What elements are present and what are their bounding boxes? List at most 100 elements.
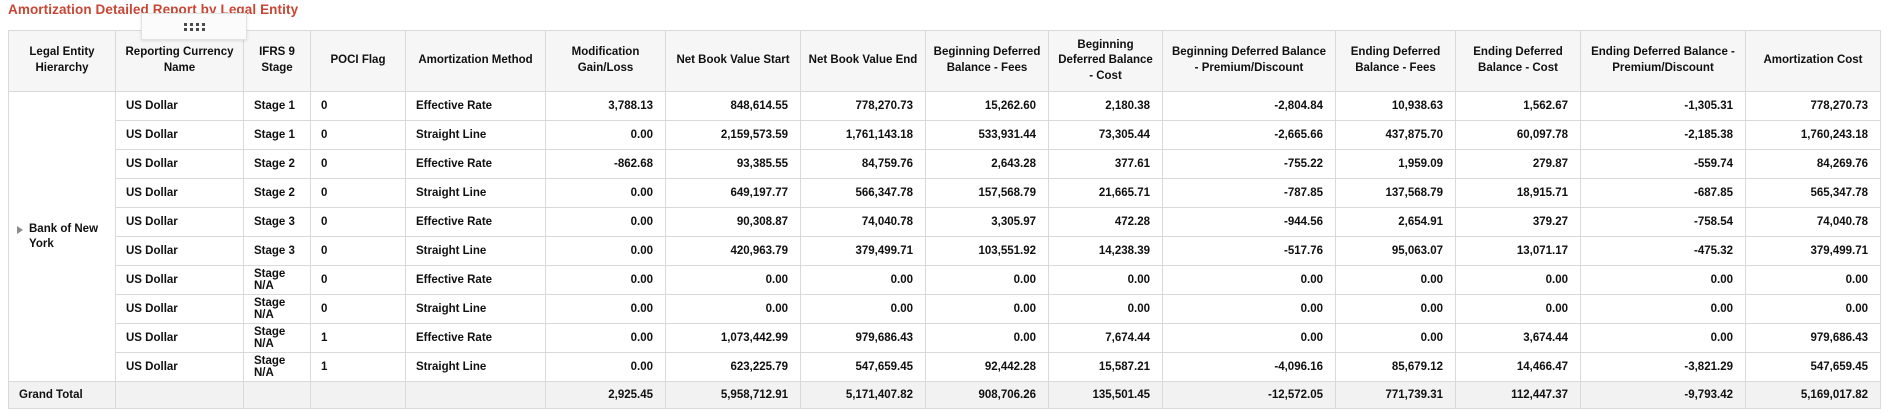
table-cell: 1,959.09 [1335, 149, 1456, 179]
table-cell: 60,097.78 [1455, 120, 1581, 150]
grand-total-value: 2,925.45 [545, 381, 666, 409]
grip-dots-icon [183, 22, 205, 31]
table-cell: 0.00 [1162, 294, 1336, 324]
table-cell: 93,385.55 [665, 149, 801, 179]
column-header-legal-entity-hierarchy[interactable]: Legal Entity Hierarchy [8, 30, 116, 92]
column-header-amortization-method[interactable]: Amortization Method [405, 30, 546, 92]
table-cell: 0.00 [1162, 323, 1336, 353]
table-cell: Stage 1 [243, 91, 311, 121]
table-cell: Effective Rate [405, 149, 546, 179]
drag-handle[interactable] [141, 13, 247, 40]
grand-total-value: 771,739.31 [1335, 381, 1456, 409]
table-row: US Dollar Stage 2 0 Effective Rate -862.68 93… [9, 149, 1881, 179]
table-cell: 778,270.73 [800, 91, 926, 121]
column-header-net-book-value-start[interactable]: Net Book Value Start [665, 30, 801, 92]
column-header-ending-deferred-balance-fees[interactable]: Ending Deferred Balance - Fees [1335, 30, 1456, 92]
table-cell: 472.28 [1048, 207, 1163, 237]
table-cell: 0 [310, 265, 406, 295]
table-cell: 0.00 [1335, 323, 1456, 353]
table-cell: 95,063.07 [1335, 236, 1456, 266]
table-cell: 2,643.28 [925, 149, 1049, 179]
table-cell: US Dollar [115, 323, 244, 353]
table-cell: 74,040.78 [1745, 207, 1881, 237]
column-header-beginning-deferred-balance-cost[interactable]: Beginning Deferred Balance - Cost [1048, 30, 1163, 92]
table-cell: 90,308.87 [665, 207, 801, 237]
table-cell: 420,963.79 [665, 236, 801, 266]
table-cell: 1 [310, 352, 406, 382]
table-row: US Dollar Stage 3 0 Straight Line 0.00 420,96… [9, 236, 1881, 266]
table-cell: -2,185.38 [1580, 120, 1746, 150]
table-cell: 0.00 [1580, 323, 1746, 353]
table-cell: 0.00 [800, 265, 926, 295]
table-cell: US Dollar [115, 149, 244, 179]
table-cell: -687.85 [1580, 178, 1746, 208]
grand-total-value: -12,572.05 [1162, 381, 1336, 409]
table-cell: 2,654.91 [1335, 207, 1456, 237]
table-cell: 14,238.39 [1048, 236, 1163, 266]
table-cell: 0.00 [1048, 265, 1163, 295]
grand-total-value: 5,958,712.91 [665, 381, 801, 409]
table-cell: Stage N/A [243, 265, 311, 295]
table-cell: -755.22 [1162, 149, 1336, 179]
table-cell [405, 381, 546, 409]
expand-arrow-icon[interactable] [17, 225, 23, 234]
table-cell: Stage N/A [243, 352, 311, 382]
column-header-beginning-deferred-balance-premium-discount[interactable]: Beginning Deferred Balance - Premium/Dis… [1162, 30, 1336, 92]
column-header-ifrs-9-stage[interactable]: IFRS 9 Stage [243, 30, 311, 92]
table-cell: 0.00 [545, 178, 666, 208]
table-cell: 0.00 [545, 294, 666, 324]
grand-total-value: 908,706.26 [925, 381, 1049, 409]
table-row: US Dollar Stage N/A 0 Effective Rate 0.00 0.0… [9, 265, 1881, 295]
table-row: US Dollar Stage 1 0 Straight Line 0.00 2,159,… [9, 120, 1881, 150]
table-cell: 0.00 [1745, 294, 1881, 324]
table-cell: US Dollar [115, 91, 244, 121]
column-header-net-book-value-end[interactable]: Net Book Value End [800, 30, 926, 92]
column-header-poci-flag[interactable]: POCI Flag [310, 30, 406, 92]
table-cell: Effective Rate [405, 323, 546, 353]
table-cell: Straight Line [405, 178, 546, 208]
grand-total-label: Grand Total [8, 381, 116, 409]
column-header-amortization-cost[interactable]: Amortization Cost [1745, 30, 1881, 92]
table-cell: 0 [310, 207, 406, 237]
table-cell: Effective Rate [405, 207, 546, 237]
table-cell: Stage N/A [243, 323, 311, 353]
table-cell: 103,551.92 [925, 236, 1049, 266]
table-cell: 0.00 [1048, 294, 1163, 324]
grand-total-value: 135,501.45 [1048, 381, 1163, 409]
table-cell: -559.74 [1580, 149, 1746, 179]
table-cell: 13,071.17 [1455, 236, 1581, 266]
table-cell: US Dollar [115, 294, 244, 324]
table-cell: 0.00 [925, 265, 1049, 295]
table-cell: -787.85 [1162, 178, 1336, 208]
table-cell [115, 381, 244, 409]
table-cell: 649,197.77 [665, 178, 801, 208]
table-cell: -475.32 [1580, 236, 1746, 266]
table-cell: 1,073,442.99 [665, 323, 801, 353]
table-row: Bank of New York US Dollar Stage 1 0 Effecti… [8, 91, 1881, 382]
table-cell: 15,262.60 [925, 91, 1049, 121]
table-body: Bank of New York US Dollar Stage 1 0 Effecti… [8, 91, 1881, 409]
table-cell [310, 381, 406, 409]
table-cell: 979,686.43 [1745, 323, 1881, 353]
table-cell: 3,788.13 [545, 91, 666, 121]
table-cell [243, 381, 311, 409]
table-cell: 0.00 [925, 323, 1049, 353]
table-cell: 0.00 [545, 236, 666, 266]
table-cell: 0 [310, 120, 406, 150]
table-cell: Effective Rate [405, 91, 546, 121]
table-cell: US Dollar [115, 265, 244, 295]
table-cell: 92,442.28 [925, 352, 1049, 382]
column-header-modification-gain-loss[interactable]: Modification Gain/Loss [545, 30, 666, 92]
table-cell: 0.00 [665, 294, 801, 324]
legal-entity-cell: Bank of New York [8, 91, 116, 382]
table-cell: 2,159,573.59 [665, 120, 801, 150]
table-cell: 14,466.47 [1455, 352, 1581, 382]
table-cell: US Dollar [115, 236, 244, 266]
column-header-beginning-deferred-balance-fees[interactable]: Beginning Deferred Balance - Fees [925, 30, 1049, 92]
column-header-ending-deferred-balance-premium-discount[interactable]: Ending Deferred Balance - Premium/Discou… [1580, 30, 1746, 92]
column-header-ending-deferred-balance-cost[interactable]: Ending Deferred Balance - Cost [1455, 30, 1581, 92]
table-cell: 979,686.43 [800, 323, 926, 353]
table-cell: 0 [310, 294, 406, 324]
table-cell: 74,040.78 [800, 207, 926, 237]
table-cell: 0.00 [1580, 294, 1746, 324]
